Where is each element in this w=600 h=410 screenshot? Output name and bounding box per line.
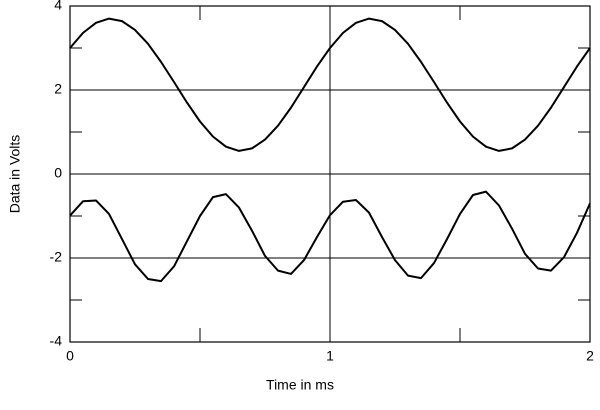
data-line <box>69 17 591 152</box>
y-tick-label: -4 <box>50 333 63 349</box>
x-axis-label: Time in ms <box>266 377 334 393</box>
y-tick-label: 0 <box>54 165 62 181</box>
y-tick-label: -2 <box>50 249 63 265</box>
x-tick-label: 2 <box>586 348 594 364</box>
y-tick-label: 2 <box>54 81 62 97</box>
x-tick-label: 0 <box>66 348 74 364</box>
plot-frame <box>69 5 591 343</box>
y-axis-label: Data in Volts <box>7 135 23 214</box>
x-tick-label: 1 <box>326 348 334 364</box>
y-tick-label: 4 <box>54 0 62 13</box>
data-line <box>69 190 591 283</box>
